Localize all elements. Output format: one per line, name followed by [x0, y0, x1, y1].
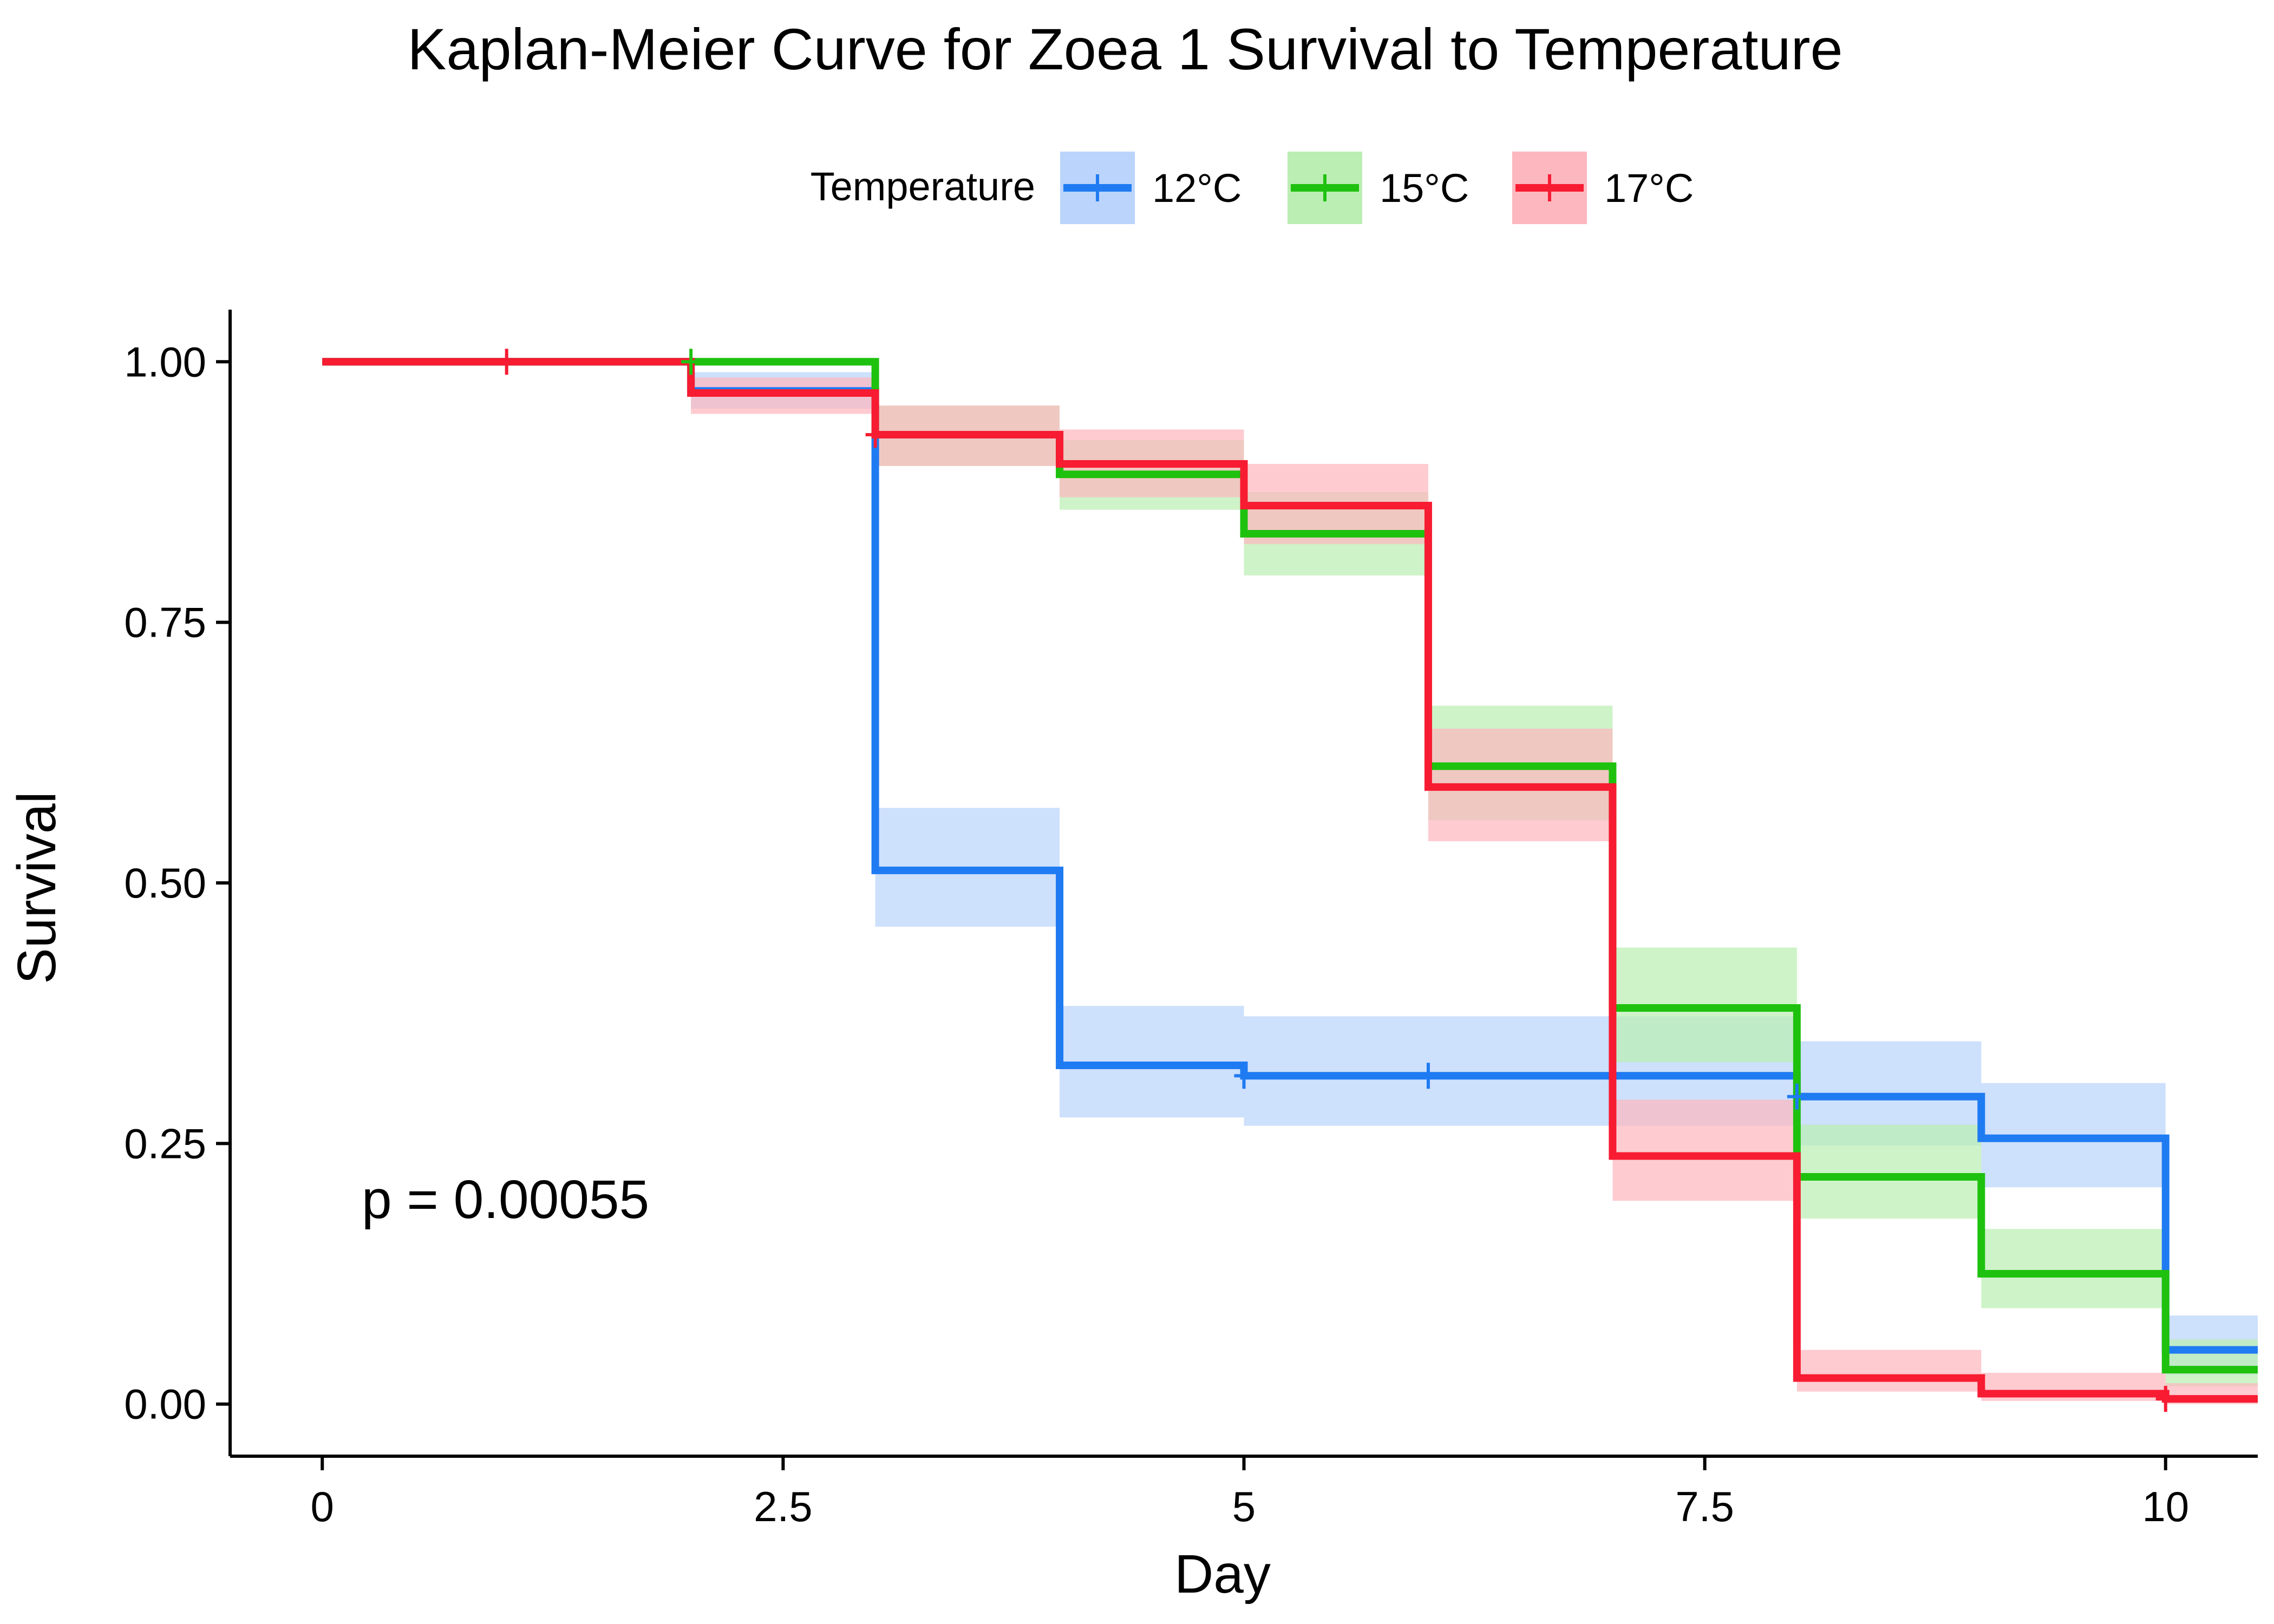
- x-tick-label: 10: [2142, 1483, 2189, 1530]
- censor-mark-series-2-2: [2155, 1386, 2175, 1412]
- x-tick-label: 5: [1232, 1483, 1256, 1530]
- y-tick-label: 1.00: [124, 338, 206, 385]
- confidence-bands: [691, 372, 2258, 1404]
- ci-band-series-1-step-6: [1796, 1124, 1982, 1219]
- legend-title: Temperature: [811, 164, 1035, 209]
- x-tick-label: 7.5: [1675, 1483, 1734, 1530]
- x-axis-ticks: 0 2.5 5 7.5 10: [311, 1456, 2189, 1530]
- x-tick-label: 2.5: [754, 1483, 812, 1530]
- x-tick-label: 0: [311, 1483, 334, 1530]
- legend-label: 17°C: [1604, 166, 1694, 211]
- chart-title: Kaplan-Meier Curve for Zoea 1 Survival t…: [407, 16, 1842, 82]
- y-axis-ticks: 0.00 0.25 0.50 0.75 1.00: [124, 338, 230, 1428]
- censor-mark-series-0-0: [1234, 1063, 1254, 1089]
- y-tick-label: 0.50: [124, 859, 206, 907]
- legend-label: 12°C: [1152, 166, 1241, 211]
- survival-line-series-2: [322, 358, 2258, 1403]
- y-axis-label: Survival: [6, 791, 67, 984]
- y-tick-label: 0.25: [124, 1119, 206, 1167]
- censor-mark-series-0-2: [1787, 1083, 1807, 1110]
- censor-mark-series-1-0: [681, 349, 701, 375]
- ci-band-series-2-step-6: [1612, 1099, 1797, 1201]
- censor-mark-series-2-1: [865, 422, 885, 448]
- censor-mark-series-2-0: [496, 349, 517, 375]
- legend: Temperature 12°C 15°C 17°C: [811, 152, 1694, 224]
- x-axis-label: Day: [1174, 1544, 1271, 1605]
- legend-entry-1: 15°C: [1288, 152, 1469, 224]
- legend-entry-0: 12°C: [1060, 152, 1241, 224]
- y-tick-label: 0.00: [124, 1380, 206, 1428]
- censor-marks: [496, 349, 2175, 1412]
- legend-entry-2: 17°C: [1512, 152, 1694, 224]
- y-tick-label: 0.75: [124, 599, 206, 646]
- ci-band-series-1-step-7: [1981, 1229, 2166, 1308]
- legend-label: 15°C: [1380, 166, 1469, 211]
- ci-band-series-2-step-7: [1796, 1350, 1982, 1392]
- censor-mark-series-0-1: [1418, 1063, 1438, 1089]
- p-value-annotation: p = 0.00055: [362, 1169, 649, 1230]
